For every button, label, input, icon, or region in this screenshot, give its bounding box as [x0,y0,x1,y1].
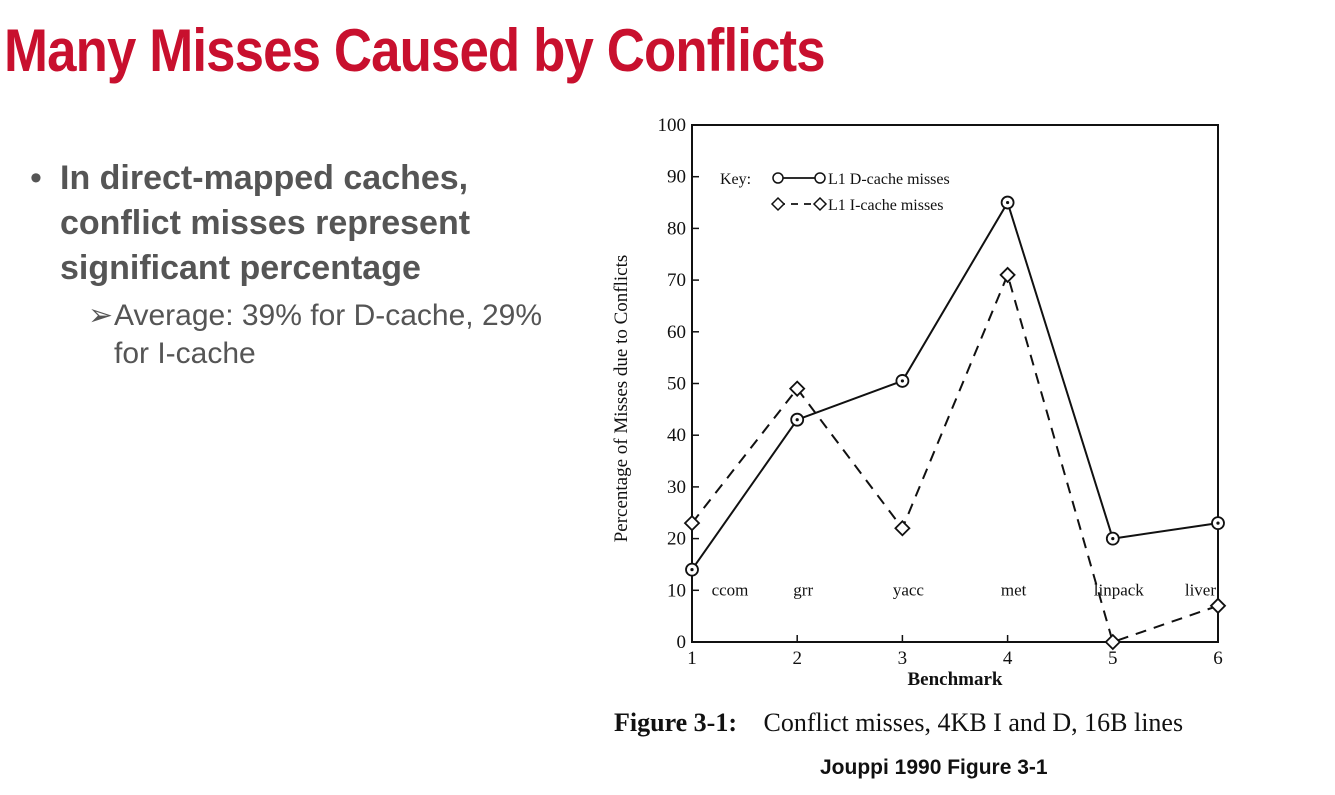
arrow-bullet-icon: ➢ [88,299,114,332]
benchmark-label: linpack [1094,580,1145,599]
x-tick-label: 4 [1003,648,1013,669]
d-cache-point-center [795,418,799,422]
y-tick-label: 0 [677,632,687,653]
bullet-main-text: In direct-mapped caches, conflict misses… [60,159,471,287]
y-tick-label: 10 [667,580,686,601]
i-cache-point [788,380,806,397]
y-tick-label: 50 [667,374,686,395]
d-cache-point-center [690,568,694,572]
bullet-item: • In direct-mapped caches, conflict miss… [30,156,570,291]
y-tick-label: 40 [667,425,686,446]
bullet-list: • In direct-mapped caches, conflict miss… [30,156,570,373]
chart-legend: Key: L1 D-cache misses L1 I-cache misses [720,171,950,214]
series-line-d-cache [691,200,1219,571]
i-cache-point [683,514,701,532]
figure-caption: Figure 3-1: Conflict misses, 4KB I and D… [614,708,1183,738]
figure-label: Figure 3-1: [614,708,737,737]
y-tick-label: 80 [667,218,686,239]
i-cache-point [999,266,1016,284]
figure-source: Jouppi 1990 Figure 3-1 [820,756,1048,779]
bullet-dot-icon: • [30,159,42,197]
legend-entry-label: L1 I-cache misses [828,197,944,214]
legend-diamond-marker [812,196,828,212]
x-tick-label: 3 [898,648,908,669]
x-axis-label: Benchmark [908,669,1003,690]
figure-caption-text: Conflict misses, 4KB I and D, 16B lines [763,708,1184,737]
y-tick-label: 60 [667,322,686,343]
x-tick-label: 1 [687,648,697,669]
i-cache-point [894,519,911,537]
legend-diamond-marker [770,196,786,212]
y-tick-label: 30 [667,477,686,498]
d-cache-point-center [1111,537,1115,541]
legend-circle-marker [814,172,826,184]
x-tick-label: 5 [1108,648,1118,669]
x-tick-label: 6 [1213,648,1223,669]
i-cache-point [1104,633,1122,651]
slide-title: Many Misses Caused by Conflicts [4,17,826,84]
d-cache-point-center [1006,200,1010,205]
plot-frame [691,124,1219,643]
y-tick-label: 100 [658,115,687,136]
benchmark-label: yacc [893,580,925,599]
benchmark-label: liver [1185,580,1216,599]
legend-entry-label: L1 D-cache misses [828,171,950,188]
y-tick-label: 90 [667,167,686,188]
y-axis-label: Percentage of Misses due to Conflicts [611,255,632,543]
d-cache-point-center [1216,521,1220,525]
sub-bullet-item: ➢ Average: 39% for D-cache, 29% for I-ca… [88,297,570,373]
chart-axes: 0 10 20 30 40 50 60 70 80 90 100 1 2 3 4 5 6 Benchmark Per… [611,115,1223,690]
legend-key-label: Key: [720,171,751,188]
benchmark-label: met [1001,580,1027,599]
chart-series [683,195,1227,651]
conflict-miss-chart: 0 10 20 30 40 50 60 70 80 90 100 1 2 3 4 5 6 Benchmark Per… [611,115,1227,690]
d-cache-point-center [900,379,904,383]
sub-bullet-text: Average: 39% for D-cache, 29% for I-cach… [114,299,543,370]
benchmark-label: grr [793,580,813,599]
y-tick-label: 20 [667,529,686,550]
benchmark-label: ccom [712,580,749,599]
i-cache-point [1209,597,1227,615]
series-line-i-cache [691,271,1219,644]
legend-circle-marker [772,172,784,184]
y-tick-label: 70 [667,270,686,291]
x-tick-label: 2 [792,648,802,669]
